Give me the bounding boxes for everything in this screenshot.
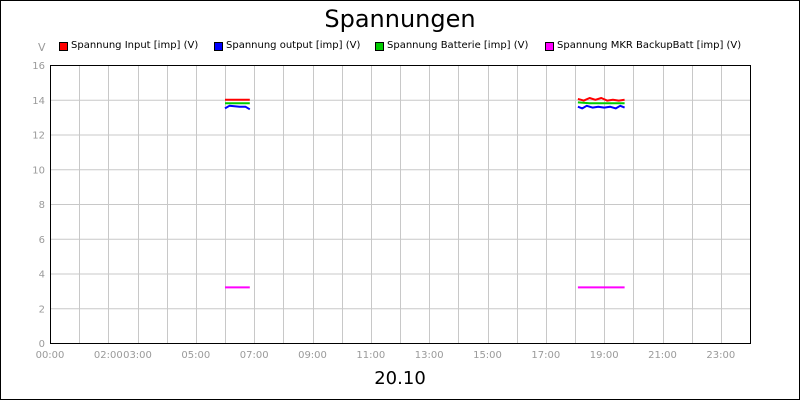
y-tick-label: 2	[39, 304, 45, 315]
plot-border	[50, 65, 751, 344]
legend-label-input: Spannung Input [imp] (V)	[71, 40, 199, 51]
legend-label-backupbatt: Spannung MKR BackupBatt [imp] (V)	[557, 40, 742, 51]
x-tick-label: 23:00	[706, 350, 735, 361]
y-tick-label: 0	[39, 339, 45, 350]
x-tick-label: 00:00	[36, 350, 65, 361]
y-tick-label: 16	[32, 61, 45, 72]
series-line-2-segment-1	[224, 104, 251, 111]
x-tick-label: 15:00	[473, 350, 502, 361]
y-tick-label: 14	[32, 96, 45, 107]
x-tick-label: 17:00	[531, 350, 560, 361]
legend-swatch-batterie	[375, 42, 384, 51]
y-tick-label: 8	[39, 200, 45, 211]
x-tick-label: 03:00	[123, 350, 152, 361]
chart-title: Spannungen	[324, 5, 476, 33]
series-line-1-segment-2	[577, 97, 625, 102]
y-tick-label: 6	[39, 235, 45, 246]
y-axis-unit-label: V	[38, 41, 46, 54]
y-tick-label: 10	[32, 165, 45, 176]
x-tick-label: 19:00	[590, 350, 619, 361]
x-axis-caption: 20.10	[374, 368, 426, 389]
legend-label-batterie: Spannung Batterie [imp] (V)	[387, 40, 529, 51]
x-tick-label: 11:00	[356, 350, 385, 361]
legend-swatch-output	[214, 42, 223, 51]
legend-label-output: Spannung output [imp] (V)	[226, 40, 361, 51]
legend-swatch-backupbatt	[545, 42, 554, 51]
y-tick-label: 12	[32, 131, 45, 142]
legend-swatch-input	[59, 42, 68, 51]
x-tick-label: 09:00	[298, 350, 327, 361]
series-line-2-segment-2	[577, 104, 625, 110]
x-tick-label: 02:00	[94, 350, 123, 361]
x-tick-label: 13:00	[415, 350, 444, 361]
y-tick-label: 4	[39, 270, 45, 281]
x-tick-label: 07:00	[240, 350, 269, 361]
series-line-3-segment-2	[577, 101, 625, 105]
x-tick-label: 05:00	[181, 350, 210, 361]
x-tick-label: 21:00	[648, 350, 677, 361]
